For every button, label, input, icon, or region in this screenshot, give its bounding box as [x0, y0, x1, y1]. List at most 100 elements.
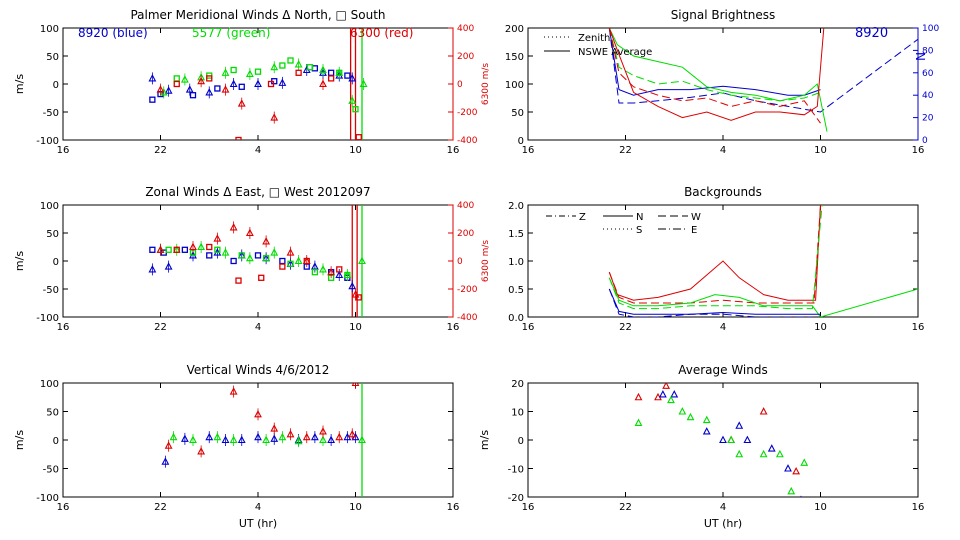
x-tick-label: 4	[720, 502, 726, 513]
annotation-0: 8920 (blue)	[78, 26, 148, 40]
series-line-blue	[608, 28, 918, 113]
y2-tick-label: 0	[922, 136, 928, 146]
chart-title: Vertical Winds 4/6/2012	[187, 363, 330, 377]
y-tick-label: 100	[40, 24, 59, 35]
data-point-triangle	[743, 435, 752, 444]
data-point-square	[149, 246, 156, 253]
x-axis-label: UT (hr)	[239, 517, 277, 530]
data-layer	[608, 205, 918, 317]
x-tick-label: 10	[814, 145, 827, 156]
x-tick-label: 4	[255, 322, 261, 333]
data-point-triangle	[702, 415, 711, 424]
data-point-triangle	[670, 390, 679, 398]
x-tick-label: 16	[57, 502, 70, 513]
data-point-triangle	[658, 390, 667, 398]
data-point-square	[355, 294, 362, 301]
data-point-triangle	[667, 395, 675, 404]
y2-tick-label: 0	[457, 257, 463, 267]
data-point-triangle	[792, 466, 801, 475]
data-point-square	[311, 269, 319, 276]
data-point-triangle	[662, 383, 671, 389]
series-line-blue	[608, 28, 821, 96]
data-point-square	[214, 85, 221, 92]
annotation-0: 8920	[855, 26, 888, 41]
x-tick-label: 22	[619, 502, 632, 513]
series-line-green	[608, 277, 918, 317]
chart-title: Signal Brightness	[671, 8, 776, 22]
y-axis-label: m/s	[13, 430, 26, 450]
data-point-triangle	[759, 407, 768, 415]
y2-tick-label: 80	[922, 46, 934, 56]
chart-title: Palmer Meridional Winds Δ North, □ South	[130, 8, 385, 22]
legend-label: E	[691, 225, 697, 236]
legend-label: Z	[579, 212, 586, 223]
y-tick-label: 2.0	[508, 201, 524, 212]
y2-tick-label: -200	[457, 285, 478, 295]
y-tick-label: -50	[43, 465, 59, 476]
x-tick-label: 4	[720, 145, 726, 156]
data-point-square	[355, 134, 362, 140]
legend-label: S	[636, 225, 642, 236]
data-point-square	[206, 243, 213, 251]
data-point-square	[279, 257, 286, 265]
data-point-square	[254, 68, 262, 75]
y2-tick-label: -400	[457, 313, 478, 323]
data-point-triangle	[634, 418, 643, 426]
y-tick-label: 0.5	[508, 285, 524, 296]
y-axis-label: m/s	[13, 74, 26, 94]
x-tick-label: 16	[447, 502, 460, 513]
y-tick-label: 20	[511, 379, 524, 390]
data-point-square	[287, 57, 294, 64]
data-point-square	[287, 260, 294, 267]
series-line-green	[608, 205, 823, 310]
data-point-square	[336, 266, 343, 273]
data-point-square	[279, 62, 286, 69]
data-point-triangle	[800, 495, 802, 497]
y-tick-label: -50	[43, 108, 59, 119]
annotation-1: N	[913, 52, 927, 61]
x-tick-label: 16	[912, 322, 925, 333]
y2-tick-label: -400	[457, 136, 478, 146]
y-tick-label: 100	[505, 80, 524, 91]
y2-axis-label: 6300 m/s	[481, 63, 491, 106]
panel-zonal: Zonal Winds Δ East, □ West 2012097 16 22 4 1…	[13, 185, 491, 333]
y-tick-label: -100	[36, 493, 59, 504]
data-point-square	[173, 75, 180, 82]
x-tick-label: 10	[814, 322, 827, 333]
data-point-square	[327, 69, 335, 76]
x-tick-label: 16	[57, 145, 70, 156]
data-point-triangle	[686, 412, 695, 421]
data-point-triangle	[759, 449, 768, 458]
y-tick-label: -50	[43, 285, 59, 296]
y-tick-label: 50	[511, 108, 524, 119]
x-tick-label: 16	[57, 322, 70, 333]
y-tick-label: 0.0	[508, 313, 524, 324]
x-tick-label: 22	[154, 502, 167, 513]
y-tick-label: 0	[518, 436, 524, 447]
series-line-red	[608, 28, 825, 121]
y2-tick-label: 200	[457, 229, 474, 239]
y2-tick-label: 20	[922, 114, 934, 124]
data-point-triangle	[634, 392, 643, 401]
data-point-square	[352, 106, 359, 113]
panel-meridional: Palmer Meridional Winds Δ North, □ South…	[13, 8, 491, 156]
y-axis-label: m/s	[13, 251, 26, 271]
data-point-square	[306, 64, 314, 71]
data-point-square	[262, 255, 270, 262]
y-tick-label: 1.5	[508, 229, 524, 240]
data-layer	[148, 205, 366, 317]
data-point-square	[206, 75, 213, 82]
x-tick-label: 4	[720, 322, 726, 333]
y-tick-label: -100	[36, 136, 59, 147]
y2-tick-label: 0	[457, 80, 463, 90]
y2-tick-label: 400	[457, 201, 474, 211]
y-tick-label: -20	[508, 493, 524, 504]
x-tick-label: 16	[447, 322, 460, 333]
data-layer	[634, 383, 809, 497]
y2-tick-label: 100	[922, 24, 939, 34]
